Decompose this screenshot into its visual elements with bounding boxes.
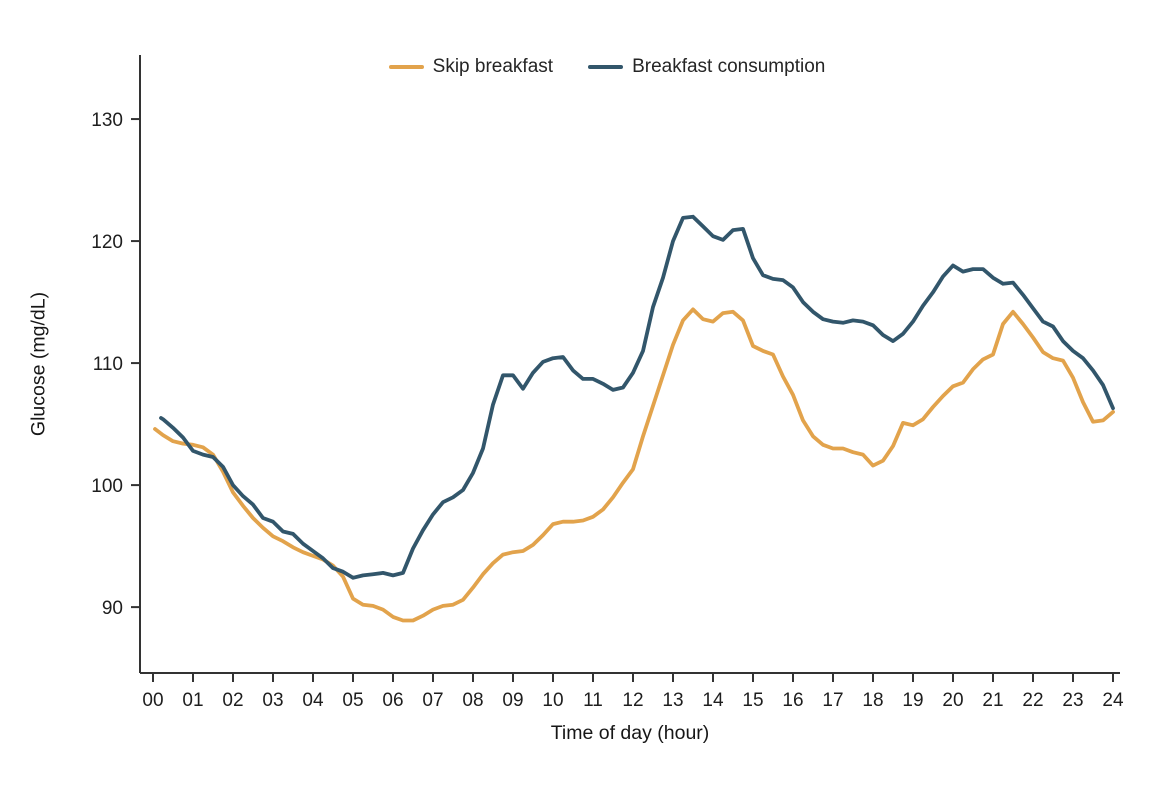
series-line-breakfast-consumption (159, 214, 1115, 580)
x-tick-label: 18 (862, 690, 883, 711)
x-tick-label: 14 (702, 690, 724, 711)
x-tick-label: 01 (182, 690, 203, 711)
y-tick-label: 130 (91, 110, 123, 131)
x-tick-label: 12 (622, 690, 643, 711)
x-axis-title: Time of day (hour) (550, 722, 710, 744)
x-tick-label: 00 (142, 690, 163, 711)
x-tick-label: 11 (583, 690, 603, 711)
legend-item-breakfast-consumption: Breakfast consumption (588, 56, 825, 78)
legend-item-skip-breakfast: Skip breakfast (388, 56, 554, 78)
y-tick-label: 120 (91, 232, 123, 253)
x-tick-label: 06 (382, 690, 403, 711)
legend-line-swatch-skip-breakfast (388, 65, 424, 69)
y-tick-label: 100 (91, 476, 123, 497)
chart-legend: Skip breakfast Breakfast consumption (25, 56, 1164, 78)
x-tick-label: 22 (1022, 690, 1043, 711)
x-tick-label: 13 (662, 690, 683, 711)
x-tick-label: 20 (942, 690, 963, 711)
x-tick-label: 19 (902, 690, 923, 711)
x-tick-label: 24 (1102, 690, 1124, 711)
x-tick-label: 02 (222, 690, 243, 711)
x-tick-label: 03 (262, 690, 283, 711)
x-tick-label: 09 (502, 690, 523, 711)
x-tick-label: 07 (422, 690, 443, 711)
x-tick-label: 17 (822, 690, 843, 711)
x-tick-label: 05 (342, 690, 363, 711)
y-tick-label: 90 (102, 598, 123, 619)
x-tick-label: 15 (742, 690, 763, 711)
x-tick-label: 16 (782, 690, 803, 711)
x-tick-label: 21 (982, 690, 1003, 711)
x-tick-label: 23 (1062, 690, 1083, 711)
y-tick-label: 110 (93, 354, 123, 375)
x-tick-label: 04 (302, 690, 324, 711)
series-line-skip-breakfast (153, 307, 1115, 623)
x-tick-label: 08 (462, 690, 483, 711)
legend-line-swatch-breakfast-consumption (588, 65, 624, 69)
y-axis-title: Glucose (mg/dL) (27, 291, 50, 437)
legend-label-skip-breakfast: Skip breakfast (432, 56, 554, 77)
legend-label-breakfast-consumption: Breakfast consumption (632, 56, 826, 77)
x-tick-label: 10 (542, 690, 563, 711)
